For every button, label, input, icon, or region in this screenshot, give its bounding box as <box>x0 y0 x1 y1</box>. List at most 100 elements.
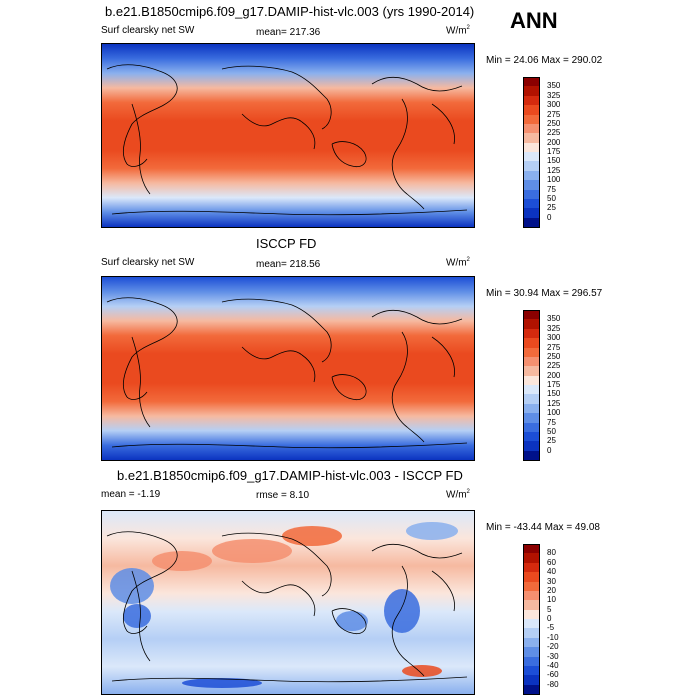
colorbar-tick-label: -30 <box>547 651 559 661</box>
colorbar-tick-label: 60 <box>547 557 556 567</box>
panel3-title: b.e21.B1850cmip6.f09_g17.DAMIP-hist-vlc.… <box>117 468 463 483</box>
panel2-colorbar: 350 325 300 275 250 225 200 175 150 125 100 75 50 25 0 <box>523 310 583 461</box>
panel2-minmax: Min = 30.94 Max = 296.57 <box>486 288 603 299</box>
colorbar-swatch <box>523 544 540 554</box>
colorbar-swatch <box>523 403 540 414</box>
colorbar-tick-label: 5 <box>547 604 552 614</box>
colorbar-swatch <box>523 665 540 676</box>
colorbar-tick-label: -5 <box>547 623 555 633</box>
colorbar-tick-label: -40 <box>547 660 559 670</box>
colorbar-swatch <box>523 338 540 348</box>
panel1-colorbar: 350 325 300 275 250 225 200 175 150 125 100 75 50 25 0 <box>523 77 583 228</box>
colorbar-swatch <box>523 609 540 620</box>
colorbar-tick-label: 175 <box>547 147 561 156</box>
colorbar-swatch <box>523 619 540 629</box>
colorbar-tick-label: 200 <box>547 370 561 380</box>
colorbar-swatch <box>523 95 540 106</box>
panel1-title: b.e21.B1850cmip6.f09_g17.DAMIP-hist-vlc.… <box>105 4 475 19</box>
colorbar-tick-label: 300 <box>547 333 561 343</box>
colorbar-tick-label: 350 <box>547 314 561 324</box>
panel1-variable-label: Surf clearsky net SW <box>101 25 195 36</box>
colorbar-swatch <box>523 208 540 219</box>
panel2-mean-label: mean= 218.56 <box>256 259 321 270</box>
colorbar-swatch <box>523 347 540 358</box>
panel3-coastlines <box>106 531 468 683</box>
colorbar-tick-label: 10 <box>547 595 556 605</box>
colorbar-tick-label: 100 <box>547 175 561 185</box>
colorbar-tick-label: 250 <box>547 118 561 128</box>
panel3-rmse-label: rmse = 8.10 <box>256 490 310 501</box>
colorbar-tick-label: 0 <box>547 212 552 222</box>
colorbar-tick-label: 125 <box>547 165 561 175</box>
colorbar-swatch <box>523 637 540 648</box>
colorbar-tick-label: 225 <box>547 361 561 371</box>
panel3-colorbar: 80 60 40 30 20 10 5 0 -5 -10 -20 -30 -40 -60 -80 <box>523 544 583 695</box>
colorbar-swatch <box>523 86 540 97</box>
panel2-variable-label: Surf clearsky net SW <box>101 257 195 268</box>
colorbar-tick-label: 225 <box>547 128 561 138</box>
colorbar-tick-label: 100 <box>547 408 561 418</box>
colorbar-tick-label: 150 <box>547 389 561 399</box>
colorbar-swatch <box>523 375 540 386</box>
colorbar-swatch <box>523 628 540 639</box>
colorbar-swatch <box>523 441 540 452</box>
colorbar-tick-label: 25 <box>547 436 556 446</box>
colorbar-tick-label: 30 <box>547 576 556 586</box>
colorbar-swatch <box>523 310 540 320</box>
panel3-map-field <box>102 511 474 694</box>
colorbar-tick-label: 50 <box>547 426 556 436</box>
colorbar-swatch <box>523 600 540 611</box>
season-label: ANN <box>510 8 558 33</box>
colorbar-swatch <box>523 198 540 209</box>
colorbar-swatch <box>523 684 540 695</box>
colorbar-swatch <box>523 366 540 377</box>
panel2-coastlines <box>106 297 468 449</box>
colorbar-tick-label: -80 <box>547 679 559 689</box>
colorbar-swatch <box>523 356 540 367</box>
colorbar-tick-label: 75 <box>547 184 556 194</box>
panel3-map <box>101 510 475 695</box>
colorbar-tick-label: -20 <box>547 642 559 652</box>
colorbar-swatch <box>523 152 540 162</box>
colorbar-swatch <box>523 647 540 657</box>
colorbar-swatch <box>523 328 540 339</box>
colorbar-swatch <box>523 450 540 461</box>
panel1-map-field <box>102 44 474 227</box>
colorbar-tick-label: 80 <box>547 548 556 558</box>
colorbar-swatch <box>523 142 540 153</box>
colorbar-swatch <box>523 394 540 405</box>
colorbar-swatch <box>523 656 540 667</box>
panel1-map <box>101 43 475 228</box>
colorbar-swatch <box>523 77 540 87</box>
panel1-coastlines <box>106 64 468 216</box>
colorbar-tick-label: 0 <box>547 445 552 455</box>
panel2-title: ISCCP FD <box>256 236 317 251</box>
colorbar-swatch <box>523 170 540 181</box>
colorbar-swatch <box>523 114 540 125</box>
colorbar-tick-label: 0 <box>547 614 552 623</box>
colorbar-swatch <box>523 217 540 228</box>
colorbar-tick-label: 275 <box>547 342 561 352</box>
panel2-map <box>101 276 475 461</box>
colorbar-tick-label: 250 <box>547 351 561 361</box>
colorbar-swatch <box>523 385 540 395</box>
colorbar-swatch <box>523 133 540 144</box>
colorbar-tick-label: 175 <box>547 380 561 389</box>
colorbar-swatch <box>523 581 540 592</box>
colorbar-swatch <box>523 180 540 190</box>
colorbar-tick-label: -60 <box>547 670 559 680</box>
colorbar-swatch <box>523 189 540 200</box>
panel3-mean-label: mean = -1.19 <box>101 489 161 500</box>
colorbar-swatch <box>523 123 540 134</box>
panel2-map-field <box>102 277 474 460</box>
colorbar-swatch <box>523 422 540 433</box>
colorbar-tick-label: 325 <box>547 323 561 333</box>
panel1-minmax: Min = 24.06 Max = 290.02 <box>486 55 603 66</box>
colorbar-tick-label: 20 <box>547 585 556 595</box>
colorbar-tick-label: 150 <box>547 156 561 166</box>
colorbar-swatch <box>523 413 540 423</box>
colorbar-tick-label: 75 <box>547 417 556 427</box>
colorbar-tick-label: 25 <box>547 203 556 213</box>
panel1-mean-label: mean= 217.36 <box>256 27 321 38</box>
colorbar-swatch <box>523 590 540 601</box>
